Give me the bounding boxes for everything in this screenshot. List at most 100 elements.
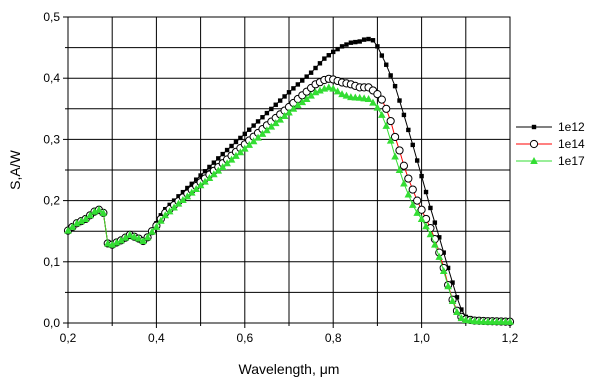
data-point-triangle	[448, 296, 457, 304]
data-point-triangle	[170, 203, 178, 211]
data-point-triangle	[444, 282, 452, 290]
data-point-triangle	[373, 103, 382, 111]
data-point-square	[171, 198, 177, 203]
data-point-triangle	[404, 190, 413, 198]
data-point-triangle	[112, 238, 121, 246]
data-point-square	[423, 189, 429, 195]
data-point-triangle	[506, 317, 514, 325]
data-point-square	[260, 115, 265, 120]
data-point-square	[295, 82, 301, 87]
data-point-square	[300, 78, 305, 83]
data-point-triangle	[187, 188, 196, 196]
x-axis-title: Wavelength, μm	[239, 361, 340, 377]
x-tick-label: 0,8	[325, 331, 342, 345]
data-point-square	[375, 44, 380, 49]
series-group	[63, 36, 515, 326]
y-tick-label: 0,5	[43, 10, 60, 24]
data-point-circle	[408, 185, 417, 194]
data-point-triangle	[386, 136, 395, 144]
data-point-triangle	[174, 199, 183, 207]
data-point-square	[441, 250, 446, 255]
data-point-triangle	[311, 88, 320, 96]
data-point-triangle	[338, 90, 346, 98]
data-point-square	[176, 194, 181, 199]
data-point-triangle	[360, 94, 368, 102]
data-point-square	[450, 280, 455, 285]
data-point-triangle	[210, 170, 218, 178]
data-point-square	[211, 160, 217, 165]
data-point-triangle	[86, 211, 94, 219]
data-point-square	[459, 307, 464, 312]
data-point-triangle	[196, 181, 205, 189]
data-point-triangle	[530, 157, 538, 164]
legend-entry-1e12: 1e12	[516, 120, 585, 134]
data-point-circle	[373, 90, 382, 99]
data-point-triangle	[99, 208, 108, 216]
data-point-circle	[377, 95, 386, 104]
data-point-square	[242, 131, 247, 137]
data-point-circle	[382, 104, 391, 113]
data-point-triangle	[121, 233, 130, 241]
data-point-triangle	[302, 95, 311, 103]
data-point-triangle	[254, 133, 262, 141]
data-point-circle	[399, 161, 409, 170]
data-point-square	[445, 265, 451, 271]
data-point-square	[251, 123, 256, 128]
data-point-triangle	[223, 159, 231, 167]
data-point-square	[344, 42, 349, 47]
y-tick-label: 0,4	[43, 71, 60, 85]
y-tick-label: 0,0	[43, 316, 60, 330]
data-point-triangle	[453, 307, 461, 315]
data-point-square	[282, 94, 287, 99]
data-point-square	[428, 205, 433, 211]
y-tick-label: 0,1	[43, 255, 60, 269]
legend: 1e12 1e14 1e17	[516, 120, 585, 168]
data-point-triangle	[289, 104, 298, 112]
data-point-square	[432, 220, 438, 225]
data-point-triangle	[152, 222, 161, 230]
data-point-triangle	[271, 119, 280, 127]
data-point-square	[224, 147, 230, 153]
data-point-triangle	[103, 239, 112, 247]
data-point-circle	[395, 146, 404, 155]
data-point-triangle	[161, 211, 170, 219]
y-tick-label: 0,3	[43, 132, 60, 146]
data-point-square	[269, 106, 274, 112]
data-point-circle	[386, 116, 395, 126]
data-point-square	[220, 151, 225, 157]
data-point-triangle	[382, 121, 391, 129]
data-point-triangle	[143, 233, 152, 241]
data-point-square	[410, 142, 415, 148]
y-axis-title: S,A/W	[7, 149, 23, 189]
grid	[68, 17, 510, 323]
data-point-square	[185, 185, 190, 191]
data-point-triangle	[294, 101, 302, 109]
data-point-triangle	[431, 240, 439, 248]
data-point-triangle	[130, 232, 139, 240]
data-point-triangle	[417, 214, 426, 222]
data-point-square	[379, 53, 385, 58]
data-point-square	[388, 73, 393, 78]
data-point-triangle	[148, 227, 156, 235]
data-point-square	[313, 65, 318, 71]
data-point-triangle	[227, 155, 236, 163]
data-point-square	[189, 181, 194, 187]
data-point-triangle	[457, 314, 466, 322]
data-point-square	[229, 143, 234, 149]
data-point-triangle	[285, 108, 293, 116]
data-point-square	[304, 74, 309, 79]
data-point-square	[322, 56, 327, 61]
data-point-triangle	[369, 98, 377, 106]
data-point-triangle	[422, 222, 430, 230]
data-point-square	[331, 49, 336, 55]
data-point-square	[317, 61, 323, 66]
data-point-square	[286, 90, 292, 95]
y-tick-labels: 0,0 0,1 0,2 0,3 0,4 0,5	[43, 10, 60, 330]
data-point-circle	[529, 139, 539, 149]
y-tick-label: 0,2	[43, 194, 60, 208]
data-point-triangle	[263, 126, 271, 134]
data-point-square	[233, 139, 239, 145]
data-point-triangle	[139, 236, 147, 244]
data-point-triangle	[205, 173, 214, 181]
